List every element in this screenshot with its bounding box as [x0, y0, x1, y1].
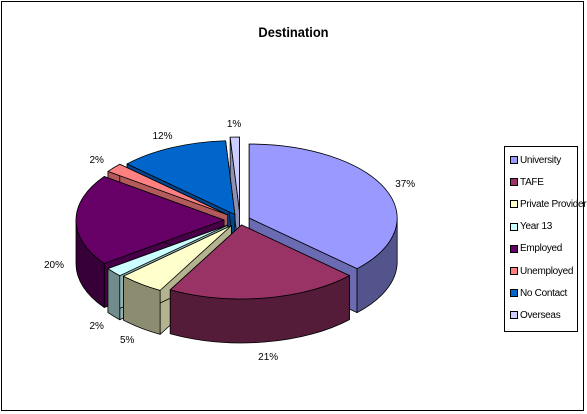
legend-swatch [510, 156, 518, 164]
legend-label: Private Provider [520, 198, 587, 210]
legend-swatch [510, 244, 518, 253]
data-label-year-13: 2% [89, 321, 104, 332]
data-label-employed: 20% [44, 260, 64, 271]
legend-entry-overseas: Overseas [510, 308, 561, 322]
legend-entry-tafe: TAFE [510, 175, 544, 189]
data-label-private-provider: 5% [120, 335, 135, 346]
legend-label: No Contact [520, 287, 568, 299]
legend-label: Unemployed [520, 265, 574, 277]
legend-label: Year 13 [520, 221, 553, 233]
chart-title: Destination [258, 24, 329, 40]
data-label-overseas: 1% [227, 119, 242, 130]
data-label-university: 37% [395, 179, 415, 190]
legend-entry-private-provider: Private Provider [510, 197, 587, 211]
legend-label: TAFE [520, 176, 544, 188]
legend-swatch [510, 200, 518, 209]
legend-entry-employed: Employed [510, 242, 562, 256]
legend-swatch [510, 178, 518, 187]
legend-entry-unemployed: Unemployed [510, 264, 573, 278]
legend-swatch [510, 267, 518, 275]
legend-entry-year-13: Year 13 [510, 220, 552, 234]
legend-swatch [510, 222, 518, 231]
data-label-no-contact: 12% [153, 131, 173, 142]
legend-entry-no-contact: No Contact [510, 286, 567, 300]
legend-label: University [520, 154, 561, 166]
legend-entry-university: University [510, 153, 561, 167]
legend-label: Employed [520, 243, 563, 255]
legend: University TAFE Private Provider Year 13 Emp… [504, 146, 587, 332]
slice-tafe [169, 224, 350, 344]
data-label-unemployed: 2% [89, 155, 104, 166]
legend-label: Overseas [520, 309, 561, 321]
legend-swatch [510, 311, 518, 320]
legend-swatch [510, 289, 518, 298]
data-label-tafe: 21% [258, 352, 278, 363]
